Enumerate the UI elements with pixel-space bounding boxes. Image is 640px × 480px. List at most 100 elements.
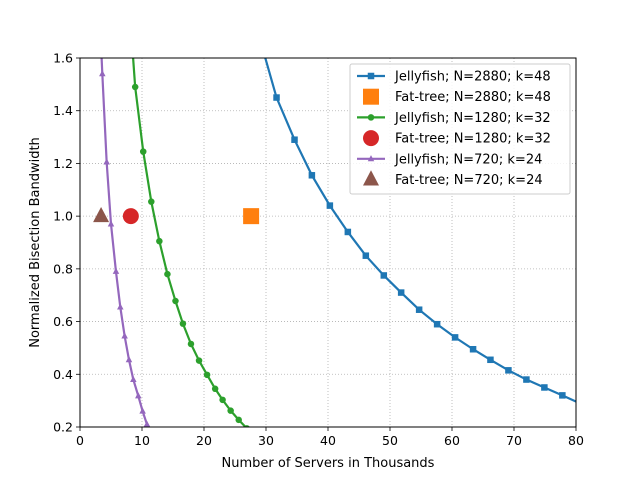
series-1 <box>243 208 260 225</box>
data-point <box>93 206 110 223</box>
y-axis-label: Normalized Bisection Bandwidth <box>28 137 43 348</box>
x-tick-label: 10 <box>134 433 150 448</box>
legend-label: Jellyfish; N=1280; k=32 <box>394 111 551 126</box>
series-5 <box>93 206 110 223</box>
series-0 <box>255 31 583 407</box>
data-point <box>139 407 146 414</box>
legend-entry: Fat-tree; N=2880; k=48 <box>363 88 551 105</box>
data-point <box>130 375 137 382</box>
series-3 <box>122 208 139 225</box>
x-tick-label: 30 <box>258 433 274 448</box>
data-point <box>243 425 250 427</box>
y-tick-label: 0.6 <box>53 314 73 329</box>
legend-marker <box>367 114 375 121</box>
data-point <box>344 228 352 236</box>
legend-box <box>349 63 571 195</box>
data-point <box>99 70 106 77</box>
data-point <box>143 420 151 427</box>
data-point <box>219 396 226 404</box>
legend-entry: Jellyfish; N=2880; k=48 <box>357 70 551 85</box>
y-tick-label: 1.2 <box>53 156 73 171</box>
legend-entry: Fat-tree; N=1280; k=32 <box>363 130 551 147</box>
data-point <box>415 306 423 313</box>
data-point <box>125 356 133 363</box>
y-tick-label: 0.8 <box>53 261 73 276</box>
y-tick-label: 1.6 <box>53 51 73 66</box>
legend-label: Jellyfish; N=720; k=24 <box>394 152 542 167</box>
x-axis-label: Number of Servers in Thousands <box>222 456 435 471</box>
x-tick-label: 0 <box>76 433 84 448</box>
legend-label: Fat-tree; N=720; k=24 <box>395 173 543 188</box>
series-layer <box>93 15 583 427</box>
data-point <box>541 384 548 391</box>
data-point <box>273 94 280 101</box>
legend-label: Fat-tree; N=2880; k=48 <box>395 90 551 105</box>
legend-entry: Jellyfish; N=720; k=24 <box>357 152 542 167</box>
x-tick-label: 80 <box>568 433 584 448</box>
data-point <box>380 272 388 279</box>
legend: Jellyfish; N=2880; k=48 Fat-tree; N=2880;… <box>349 63 571 195</box>
legend-marker <box>363 130 379 147</box>
y-tick-label: 1.4 <box>53 103 73 118</box>
data-point <box>469 345 477 353</box>
x-tick-label: 70 <box>506 433 522 448</box>
legend-label: Jellyfish; N=2880; k=48 <box>394 70 551 85</box>
series-2 <box>128 23 250 427</box>
data-point <box>505 367 512 374</box>
y-tick-label: 0.2 <box>53 420 73 435</box>
data-point <box>135 392 142 399</box>
y-tick-label: 1.0 <box>53 209 73 224</box>
data-point <box>235 416 242 424</box>
data-point <box>128 23 135 30</box>
data-point <box>156 237 163 245</box>
data-point <box>397 289 405 296</box>
data-point <box>139 148 147 155</box>
data-point <box>107 220 115 227</box>
data-point <box>291 136 298 143</box>
data-point <box>179 320 187 327</box>
data-point <box>451 334 459 341</box>
x-tick-label: 60 <box>444 433 460 448</box>
data-point <box>255 31 262 38</box>
data-point <box>576 400 583 407</box>
data-point <box>227 407 234 414</box>
data-point <box>103 158 110 165</box>
data-point <box>187 340 195 348</box>
data-point <box>97 15 104 21</box>
data-point <box>523 376 530 383</box>
series-4 <box>97 15 151 427</box>
legend-marker <box>367 155 375 162</box>
x-tick-label: 20 <box>196 433 212 448</box>
legend-entry: Jellyfish; N=1280; k=32 <box>357 111 551 126</box>
data-point <box>326 202 334 209</box>
x-tick-label: 40 <box>320 433 336 448</box>
data-point <box>131 83 139 91</box>
axis-ticks: 0 10 20 30 40 50 60 70 80 0.2 0.4 0.6 0.8 1.0 1.2 1.4 1.… <box>53 51 584 449</box>
legend-marker <box>367 72 375 80</box>
legend-marker <box>363 88 379 105</box>
data-point <box>559 392 566 399</box>
data-point <box>487 356 494 364</box>
data-point <box>172 297 179 305</box>
y-tick-label: 0.4 <box>53 367 73 382</box>
data-point <box>117 303 124 310</box>
data-point <box>121 332 128 339</box>
series-line <box>132 58 248 427</box>
data-point <box>433 320 441 328</box>
data-point <box>362 252 370 259</box>
data-point <box>203 371 211 379</box>
data-point <box>308 172 316 179</box>
data-point <box>243 208 260 225</box>
series-line <box>100 58 149 425</box>
legend-marker <box>363 170 379 186</box>
x-tick-label: 50 <box>382 433 398 448</box>
legend-entry: Fat-tree; N=720; k=24 <box>363 170 543 188</box>
data-point <box>148 198 155 205</box>
legend-label: Fat-tree; N=1280; k=32 <box>395 132 551 147</box>
data-point <box>112 267 120 274</box>
data-point <box>211 385 219 393</box>
data-point <box>195 357 203 364</box>
data-point <box>164 270 171 278</box>
data-point <box>122 208 139 225</box>
